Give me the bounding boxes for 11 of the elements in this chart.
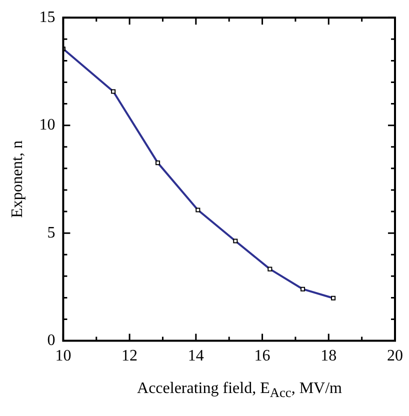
x-tick-label: 14 (188, 348, 204, 365)
x-axis-title: Accelerating field, E$_{Acc}$, MV/m (136, 380, 343, 402)
y-tick-label: 5 (47, 224, 56, 242)
x-tick-label: 18 (320, 348, 337, 365)
x-tick-label: 20 (387, 348, 403, 365)
y-tick-label: 10 (39, 116, 56, 134)
x-tick-label: 16 (254, 348, 270, 365)
y-tick-label: 0 (47, 332, 56, 350)
y-tick-label: 15 (39, 8, 56, 26)
x-tick-label: 12 (122, 348, 138, 365)
y-axis-title: Exponent, n (8, 140, 26, 218)
